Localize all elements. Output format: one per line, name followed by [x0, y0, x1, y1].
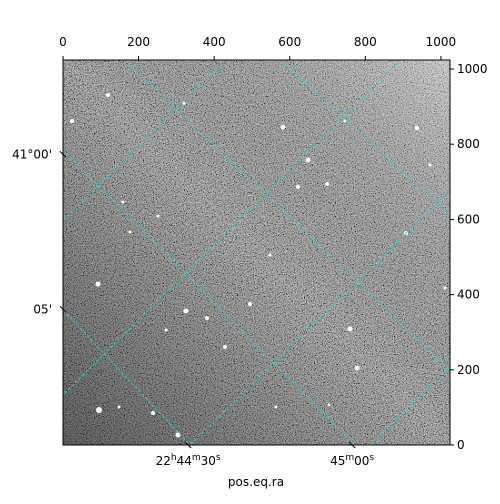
y-tick-label: 800 [457, 137, 480, 151]
y-tick-label: 0 [457, 438, 465, 452]
x-tick-label: 0 [59, 35, 67, 49]
ra-tick-label: 22h44m30s [156, 453, 221, 468]
plot-frame [62, 59, 451, 446]
x-tick-label: 200 [127, 35, 150, 49]
dec-tick-label: 05' [33, 302, 52, 316]
x-axis-label: pos.eq.ra [228, 475, 284, 489]
coordinate-grid [63, 60, 450, 445]
stars [70, 93, 447, 438]
y-tick-label: 600 [457, 212, 480, 226]
dec-tick [59, 305, 67, 313]
ra-tick [184, 441, 192, 449]
y-tick-label: 1000 [457, 62, 488, 76]
y-tick-label: 400 [457, 288, 480, 302]
x-tick-label: 400 [203, 35, 226, 49]
sky-image [63, 60, 450, 445]
ra-tick-label: 45m00s [330, 453, 374, 468]
x-tick-label: 800 [354, 35, 377, 49]
y-tick-label: 200 [457, 363, 480, 377]
x-tick-label: 1000 [426, 35, 457, 49]
ra-tick [348, 441, 356, 449]
dec-tick [59, 151, 67, 158]
x-tick-label: 600 [278, 35, 301, 49]
dec-tick-label: 41°00' [12, 147, 52, 161]
